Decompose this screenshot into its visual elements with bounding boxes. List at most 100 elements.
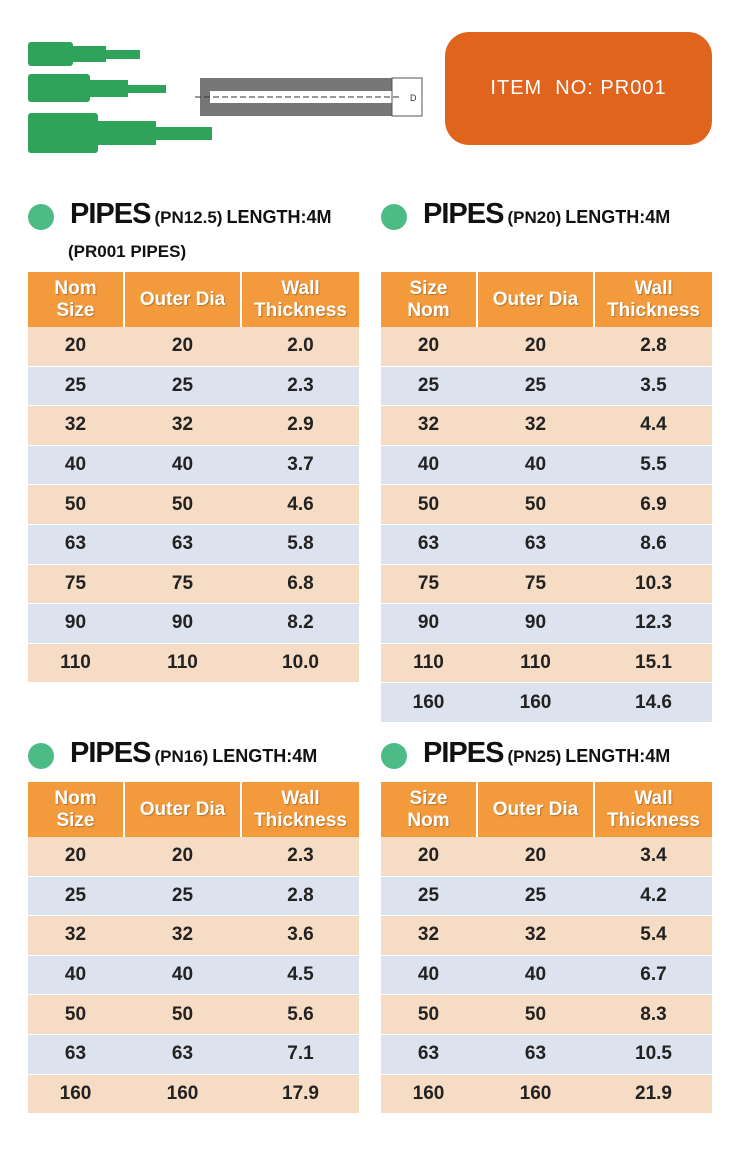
row-bg	[381, 683, 712, 722]
table-cell: 25	[524, 884, 547, 906]
table-cell: 160	[519, 691, 552, 713]
row-bg	[381, 485, 712, 524]
table-cell: 50	[417, 493, 440, 515]
table-cell: 10.5	[635, 1043, 672, 1065]
header-line: Outer Dia	[139, 288, 226, 310]
title-spec: (PN16)	[154, 747, 209, 766]
table-cell: 4.4	[640, 414, 667, 436]
title-main: PIPES	[70, 198, 151, 230]
table-cell: 2.3	[287, 845, 314, 867]
table-cell: 8.3	[640, 1003, 667, 1025]
table-cell: 8.6	[640, 533, 667, 555]
header-line: Size	[56, 809, 95, 831]
row-bg	[28, 916, 359, 955]
row-bg	[28, 327, 359, 366]
row-bg	[381, 955, 712, 995]
title-length: LENGTH:4M	[565, 746, 671, 766]
header-cell: Wall Thickness	[595, 782, 712, 837]
header-cell: Outer Dia	[478, 272, 593, 327]
header-cell: Wall Thickness	[595, 272, 712, 327]
table-cell: 40	[524, 964, 547, 986]
header-line: Thickness	[254, 809, 347, 831]
header-line: Size	[56, 299, 95, 321]
header-cell: Outer Dia	[478, 782, 593, 837]
table-cell: 75	[171, 572, 194, 594]
header-cell: Wall Thickness	[242, 782, 359, 837]
table-cell: 5.6	[287, 1003, 314, 1025]
table-cell: 40	[417, 454, 440, 476]
table-cell: 20	[64, 335, 87, 357]
table-cell: 4.5	[287, 964, 314, 986]
table-cell: 50	[171, 493, 194, 515]
header-line: Thickness	[254, 299, 347, 321]
table-cell: 32	[64, 414, 87, 436]
header-cell: Size Nom	[381, 272, 476, 327]
table-cell: 110	[520, 652, 551, 674]
row-bg	[28, 1035, 359, 1074]
table-cell: 32	[524, 414, 547, 436]
row-bg	[28, 643, 359, 683]
table-cell: 20	[171, 845, 194, 867]
row-bg	[28, 876, 359, 916]
header-cell: Size Nom	[381, 782, 476, 837]
table-cell: 63	[524, 1043, 547, 1065]
row-bg	[381, 916, 712, 955]
row-bg	[381, 643, 712, 683]
table-title: PIPES (PN20) LENGTH:4M	[423, 198, 670, 231]
header-line: Outer Dia	[492, 798, 579, 820]
table-cell: 5.4	[640, 924, 667, 946]
table-cell: 20	[524, 335, 547, 357]
table-cell: 160	[166, 1082, 199, 1104]
table-cell: 40	[171, 964, 194, 986]
table-cell: 40	[171, 454, 194, 476]
table-cell: 110	[60, 652, 91, 674]
row-bg	[381, 1074, 712, 1114]
row-bg	[28, 485, 359, 524]
table-cell: 4.6	[287, 493, 314, 515]
table-cell: 14.6	[635, 691, 672, 713]
table-cell: 2.0	[287, 335, 314, 357]
table-cell: 25	[171, 374, 194, 396]
table-cell: 75	[64, 572, 87, 594]
table-cell: 20	[524, 845, 547, 867]
row-bg	[28, 1074, 359, 1114]
table-cell: 2.9	[287, 414, 314, 436]
header-line: Thickness	[607, 809, 700, 831]
table-cell: 10.3	[635, 572, 672, 594]
table-cell: 90	[64, 612, 87, 634]
table-cell: 2.8	[640, 335, 667, 357]
table-cell: 90	[524, 612, 547, 634]
header-line: Nom	[54, 787, 97, 809]
header-line: Wall	[281, 277, 320, 299]
table-cell: 63	[64, 1043, 87, 1065]
row-bg	[381, 876, 712, 916]
header-line: Wall	[281, 787, 320, 809]
header-line: Nom	[407, 299, 450, 321]
table-cell: 7.1	[287, 1043, 314, 1065]
table-cell: 17.9	[282, 1082, 319, 1104]
table-cell: 50	[524, 1003, 547, 1025]
table-cell: 32	[417, 414, 440, 436]
table-cell: 15.1	[635, 652, 672, 674]
table-cell: 40	[417, 964, 440, 986]
row-bg	[381, 995, 712, 1034]
table-cell: 3.6	[287, 924, 314, 946]
bullet	[28, 743, 54, 769]
header-cell: Outer Dia	[125, 272, 240, 327]
table-cell: 25	[64, 884, 87, 906]
bullet	[381, 204, 407, 230]
row-bg	[28, 837, 359, 876]
header-line: Outer Dia	[492, 288, 579, 310]
table-cell: 32	[524, 924, 547, 946]
table-cell: 6.9	[640, 493, 667, 515]
table-cell: 4.2	[640, 884, 667, 906]
table-title: PIPES (PN16) LENGTH:4M	[70, 737, 317, 770]
table-cell: 50	[524, 493, 547, 515]
table-cell: 20	[417, 845, 440, 867]
table-cell: 75	[417, 572, 440, 594]
table-cell: 25	[171, 884, 194, 906]
table-cell: 20	[171, 335, 194, 357]
table-cell: 2.8	[287, 884, 314, 906]
table-cell: 110	[413, 652, 444, 674]
title-length: LENGTH:4M	[565, 207, 671, 227]
